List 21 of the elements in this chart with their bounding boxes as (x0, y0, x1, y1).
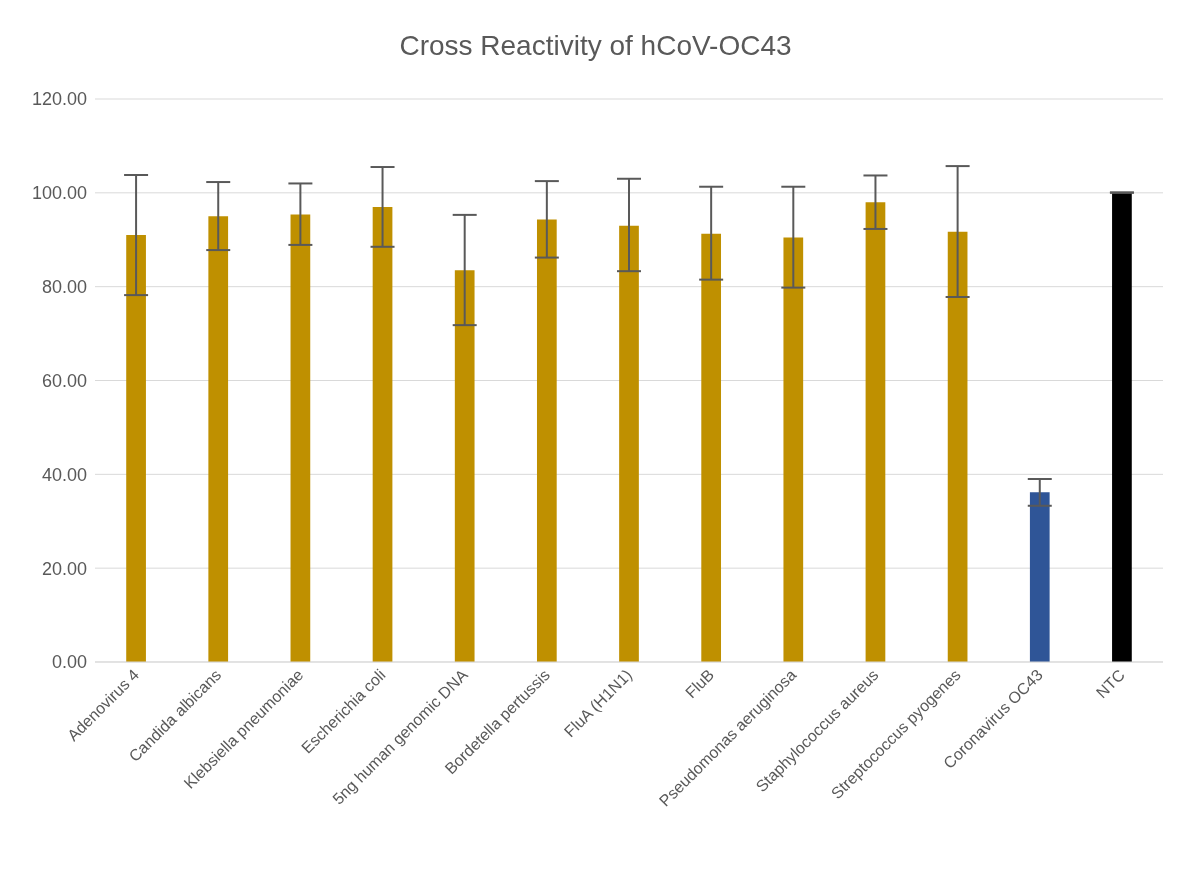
y-tick-label: 40.00 (41, 464, 87, 485)
bar (454, 270, 475, 662)
bar (701, 233, 722, 662)
bar (865, 202, 886, 662)
bar (619, 225, 639, 662)
y-tick-label: 80.00 (41, 277, 87, 298)
bar (536, 219, 557, 662)
bar (126, 235, 146, 662)
y-tick-label: 100.00 (31, 183, 87, 204)
chart-title: Cross Reactivity of hCoV-OC43 (398, 30, 793, 62)
bar (1029, 492, 1050, 662)
y-tick-label: 0.00 (51, 652, 87, 673)
y-tick-label: 60.00 (41, 370, 87, 391)
bar (372, 206, 393, 662)
bar (290, 214, 311, 662)
bar (947, 231, 968, 662)
bar (783, 237, 804, 662)
y-tick-label: 20.00 (41, 558, 87, 579)
y-tick-label: 120.00 (31, 89, 87, 110)
bar (1112, 192, 1132, 662)
bar (208, 216, 229, 662)
